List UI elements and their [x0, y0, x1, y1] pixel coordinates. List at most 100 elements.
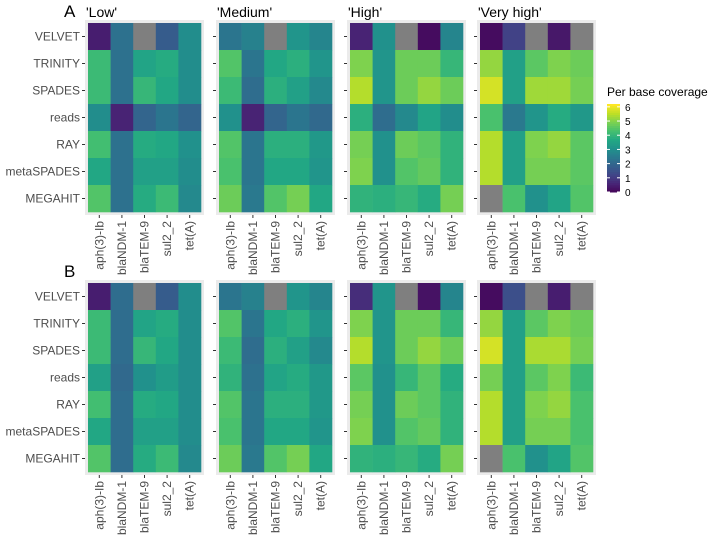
heatmap-cell	[88, 391, 111, 419]
legend-gradient-segment	[607, 176, 620, 180]
heatmap-cell	[110, 158, 134, 186]
heatmap-cell	[286, 185, 310, 213]
heatmap-cell	[178, 445, 202, 473]
heatmap-cell	[264, 104, 288, 132]
heatmap-cell	[219, 310, 242, 338]
heatmap-cell	[502, 23, 526, 51]
x-tick-label: blaNDM-1	[246, 481, 260, 535]
heatmap-cell	[525, 337, 549, 365]
heatmap-cell	[570, 158, 594, 186]
heatmap-cell	[309, 337, 333, 365]
y-tick-label: TRINITY	[33, 57, 80, 71]
heatmap-cell	[88, 445, 111, 473]
heatmap-cell	[395, 364, 419, 392]
legend-gradient-segment	[607, 170, 620, 173]
heatmap-cell	[440, 337, 464, 365]
heatmap-cell	[480, 445, 503, 473]
legend-gradient-segment	[607, 154, 620, 158]
heatmap-cell	[440, 391, 464, 419]
heatmap-cell	[286, 104, 310, 132]
legend-gradient-segment	[607, 130, 620, 134]
heatmap-cell	[395, 337, 419, 365]
heatmap-cell	[570, 185, 594, 213]
legend-gradient-segment	[607, 117, 620, 120]
heatmap-cell	[155, 158, 179, 186]
legend-title: Per base coverage	[607, 85, 708, 99]
heatmap-cell	[570, 337, 594, 365]
heatmap-cell	[241, 50, 265, 78]
x-tick-label: aph(3)-Ib	[92, 221, 106, 270]
heatmap-cell	[155, 364, 179, 392]
heatmap-cell	[570, 364, 594, 392]
heatmap-cell	[178, 77, 202, 105]
heatmap-cell	[155, 418, 179, 446]
y-tick-label: RAY	[56, 138, 80, 152]
panel-title: 'High'	[348, 4, 382, 20]
legend-gradient-segment	[607, 106, 620, 109]
x-tick-label: tet(A)	[575, 481, 589, 510]
heatmap-cell	[88, 131, 111, 159]
heatmap-cell	[133, 310, 157, 338]
heatmap-cell	[155, 131, 179, 159]
legend-gradient-segment	[607, 185, 620, 189]
legend-gradient-segment	[607, 110, 620, 114]
heatmap-cell	[286, 77, 310, 105]
heatmap-cell	[309, 131, 333, 159]
heatmap-cell	[264, 364, 288, 392]
heatmap-cell	[417, 104, 441, 132]
y-tick-label: SPADES	[32, 344, 80, 358]
heatmap-cell	[417, 50, 441, 78]
legend-tick-label: 2	[625, 160, 631, 171]
heatmap-cell	[88, 364, 111, 392]
heatmap-cell	[480, 50, 503, 78]
heatmap-cell	[417, 418, 441, 446]
heatmap-cell	[264, 131, 288, 159]
heatmap-cell	[286, 310, 310, 338]
heatmap-cell	[440, 185, 464, 213]
heatmap-cell	[286, 23, 310, 51]
heatmap-cell	[525, 283, 549, 311]
heatmap-cell	[88, 283, 111, 311]
heatmap-cell	[570, 131, 594, 159]
heatmap-cell	[525, 77, 549, 105]
y-tick-label: MEGAHIT	[25, 452, 80, 466]
heatmap-cell	[110, 104, 134, 132]
heatmap-cell	[547, 104, 571, 132]
heatmap-cell	[241, 77, 265, 105]
heatmap-cell	[440, 310, 464, 338]
legend-gradient-segment	[607, 141, 620, 145]
heatmap-cell	[264, 418, 288, 446]
legend-tick-label: 1	[625, 174, 631, 185]
heatmap-cell	[264, 337, 288, 365]
x-tick-label: tet(A)	[445, 221, 459, 250]
legend-gradient-segment	[607, 128, 620, 131]
heatmap-cell	[480, 391, 503, 419]
heatmap-cell	[395, 391, 419, 419]
heatmap-cell	[133, 445, 157, 473]
heatmap-cell	[241, 310, 265, 338]
legend-gradient-segment	[607, 174, 620, 178]
heatmap-cell	[417, 445, 441, 473]
x-tick-label: sul2_2	[160, 221, 174, 257]
heatmap-cell	[502, 131, 526, 159]
legend-gradient-segment	[607, 178, 620, 182]
x-tick-label: aph(3)-Ib	[223, 481, 237, 530]
heatmap-cell	[350, 310, 373, 338]
heatmap-cell	[309, 310, 333, 338]
heatmap-cell	[570, 391, 594, 419]
heatmap-cell	[395, 158, 419, 186]
heatmap-cell	[570, 104, 594, 132]
heatmap-cell	[417, 185, 441, 213]
heatmap-cell	[88, 418, 111, 446]
heatmap-cell	[309, 185, 333, 213]
heatmap-cell	[547, 77, 571, 105]
heatmap-cell	[480, 418, 503, 446]
y-tick-label: MEGAHIT	[25, 192, 80, 206]
heatmap-cell	[178, 418, 202, 446]
heatmap-cell	[155, 391, 179, 419]
heatmap-cell	[241, 185, 265, 213]
heatmap-cell	[264, 445, 288, 473]
heatmap-cell	[350, 50, 373, 78]
heatmap-cell	[440, 104, 464, 132]
heatmap-cell	[440, 364, 464, 392]
